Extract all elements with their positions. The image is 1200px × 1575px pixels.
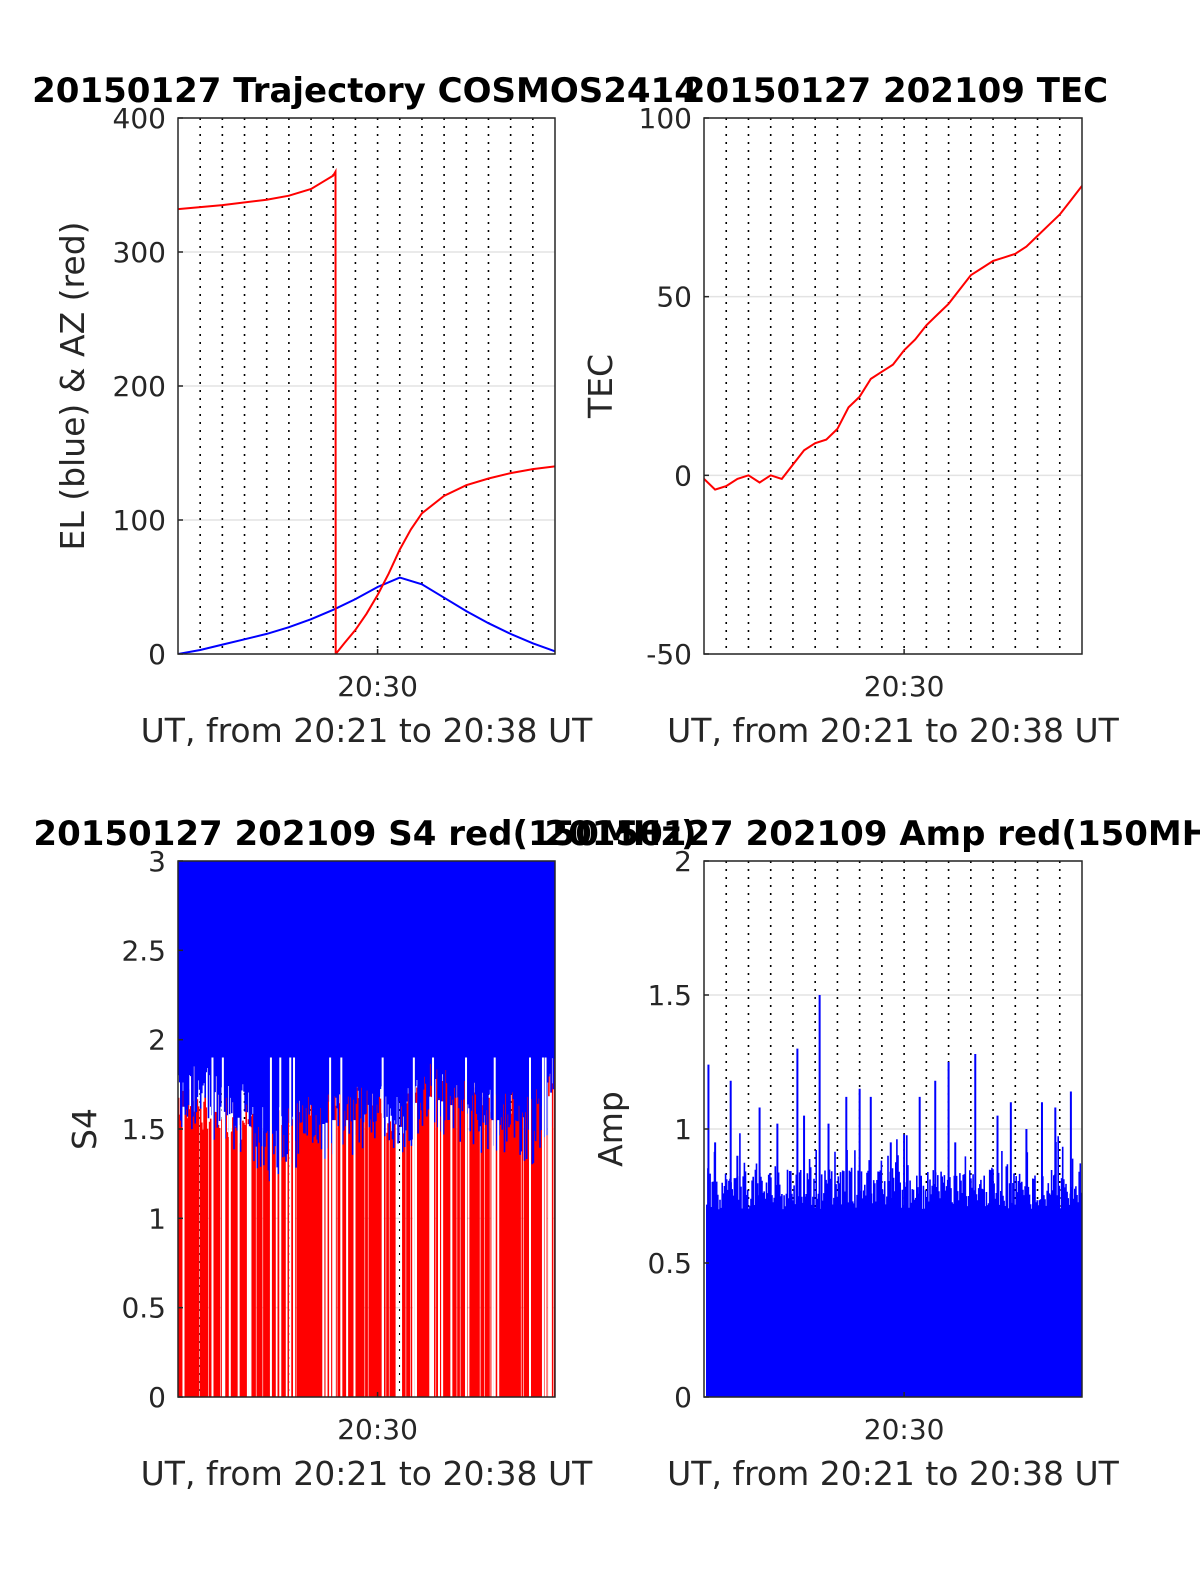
x-axis-label-amp: UT, from 20:21 to 20:38 UT	[667, 1454, 1120, 1493]
chart-title-s4: 20150127 202109 S4 red(150MHz)	[33, 814, 696, 854]
y-tick-label: 2	[148, 1024, 166, 1057]
chart-title-amp: 20150127 202109 Amp red(150MHz)	[544, 814, 1200, 854]
axes-box-tec	[703, 117, 1083, 655]
y-tick-label: 1	[674, 1113, 692, 1146]
y-tick-label: 200	[113, 370, 166, 403]
y-tick-label: 400	[113, 102, 166, 135]
ticks-amp: 0 0.5 1 1.5 2 20:30	[647, 845, 944, 1446]
x-tick-label: 20:30	[864, 670, 945, 703]
y-tick-label: 0	[674, 459, 692, 492]
ticks-tec: -50 0 50 100 20:30	[639, 102, 945, 703]
y-tick-label: 1.5	[647, 979, 692, 1012]
plot-trajectory	[178, 167, 555, 654]
plot-s4	[178, 861, 555, 1397]
chart-title-trajectory: 20150127 Trajectory COSMOS2414	[32, 71, 698, 111]
y-tick-label: 0	[148, 638, 166, 671]
y-tick-label: 3	[148, 845, 166, 878]
panel-tec: -50 0 50 100 20:30 20150127 202109 TEC UT, f…	[581, 71, 1120, 750]
y-tick-label: 100	[639, 102, 692, 135]
y-tick-label: 100	[113, 504, 166, 537]
x-tick-label: 20:30	[337, 1413, 418, 1446]
ticks-trajectory: 0 100 200 300 400 20:30	[113, 102, 418, 703]
x-axis-label-s4: UT, from 20:21 to 20:38 UT	[141, 1454, 594, 1493]
y-tick-label: 1	[148, 1202, 166, 1235]
x-axis-label-trajectory: UT, from 20:21 to 20:38 UT	[141, 711, 594, 750]
y-tick-label: 0	[148, 1381, 166, 1414]
y-tick-label: 0	[674, 1381, 692, 1414]
plot-tec	[704, 185, 1082, 491]
series-line-0	[704, 185, 1082, 491]
y-axis-label-s4: S4	[65, 1108, 104, 1150]
ticks-s4: 0 0.5 1 1.5 2 2.5 3 20:30	[121, 845, 417, 1446]
y-axis-label-trajectory: EL (blue) & AZ (red)	[53, 221, 92, 550]
y-tick-label: 0.5	[121, 1292, 166, 1325]
x-tick-label: 20:30	[864, 1413, 945, 1446]
plot-amp	[706, 995, 1082, 1397]
y-axis-label-amp: Amp	[591, 1091, 630, 1167]
chart-title-tec: 20150127 202109 TEC	[682, 71, 1108, 111]
y-tick-label: 1.5	[121, 1113, 166, 1146]
grid-tec	[704, 117, 1082, 655]
grid-trajectory	[178, 117, 555, 655]
series-bars-amp	[706, 1133, 1082, 1397]
y-tick-label: 0.5	[647, 1247, 692, 1280]
y-tick-label: 50	[656, 281, 692, 314]
series-line-0	[178, 576, 555, 654]
panel-s4: 0 0.5 1 1.5 2 2.5 3 20:30 20150127 202109 S4 re…	[33, 814, 696, 1493]
y-tick-label: 2.5	[121, 934, 166, 967]
y-tick-label: 2	[674, 845, 692, 878]
panel-trajectory: 0 100 200 300 400 20:30 20150127 Trajectory C…	[32, 71, 698, 750]
y-axis-label-tec: TEC	[581, 354, 620, 419]
grid-amp	[704, 860, 1082, 1398]
y-tick-label: -50	[646, 638, 692, 671]
x-tick-label: 20:30	[337, 670, 418, 703]
x-axis-label-tec: UT, from 20:21 to 20:38 UT	[667, 711, 1120, 750]
series-line-1	[178, 167, 555, 654]
y-tick-label: 300	[113, 236, 166, 269]
panel-amp: 0 0.5 1 1.5 2 20:30 20150127 202109 Amp red(1…	[544, 814, 1200, 1493]
